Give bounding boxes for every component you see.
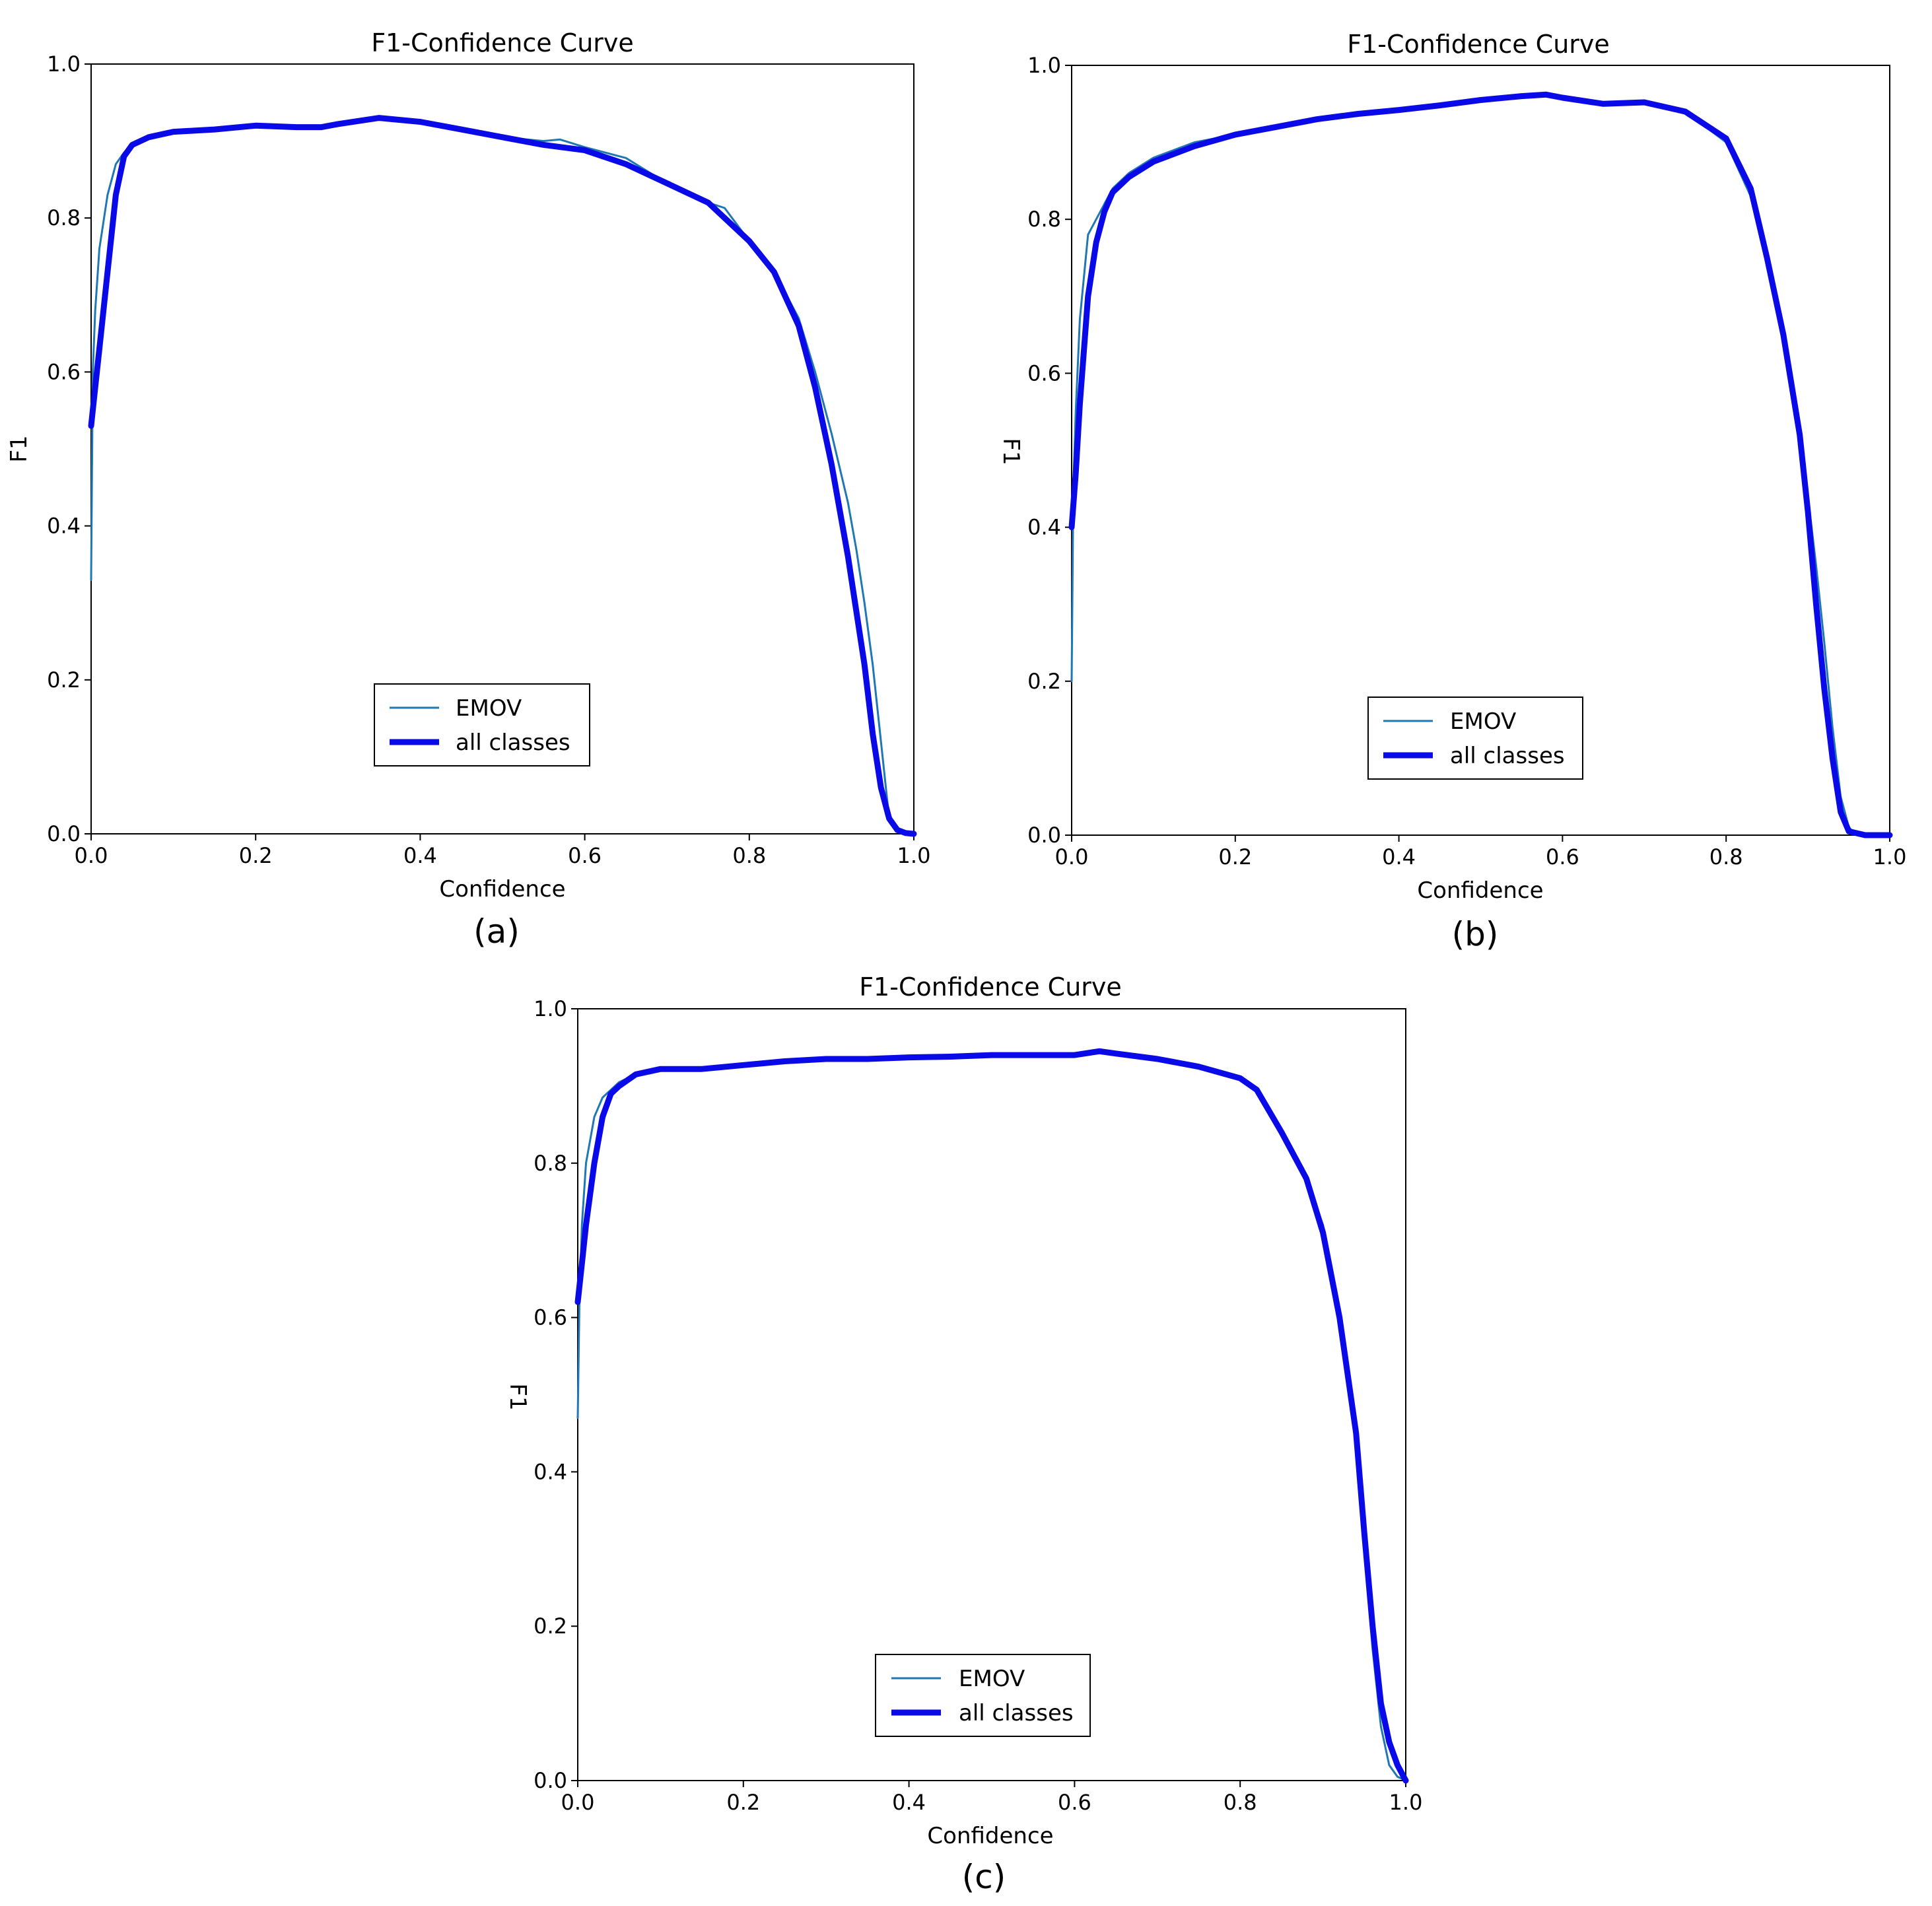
y-ticks-b: 0.0 0.2 0.4 0.6 0.8 1.0: [1027, 53, 1072, 848]
chart-title-b: F1-Confidence Curve: [1347, 30, 1610, 59]
x-tick-label-b: 0.4: [1382, 844, 1416, 869]
series-lines-b: [1068, 91, 1893, 838]
plot-frame-a: [90, 63, 914, 834]
y-tick-label-b: 0.8: [1027, 207, 1061, 232]
x-tick-label-a: 0.0: [75, 843, 108, 868]
chart-title-c: F1-Confidence Curve: [859, 972, 1122, 1002]
y-ticks-c: 0.0 0.2 0.4 0.6 0.8 1.0: [534, 996, 578, 1793]
y-axis-label-a: F1: [6, 435, 32, 462]
y-tick-label-c: 0.4: [534, 1459, 567, 1484]
y-tick-label-a: 0.6: [47, 359, 81, 384]
legend-label-all-classes-c: all classes: [959, 1700, 1074, 1726]
x-tick-label-c: 1.0: [1389, 1790, 1423, 1815]
legend-a: EMOV all classes: [374, 683, 590, 766]
y-tick-label-c: 0.0: [534, 1768, 567, 1793]
series-lines-c: [574, 1048, 1409, 1784]
y-tick-label-b: 1.0: [1027, 53, 1061, 78]
y-tick-label-a: 1.0: [47, 51, 81, 77]
legend-box-c: [875, 1654, 1091, 1737]
x-tick-label-c: 0.2: [726, 1790, 760, 1815]
legend-label-all-classes-b: all classes: [1450, 743, 1565, 769]
y-tick-label-b: 0.2: [1027, 669, 1061, 694]
y-tick-label-b: 0.6: [1027, 360, 1061, 386]
x-axis-label-c: Confidence: [927, 1823, 1053, 1849]
legend-b: EMOV all classes: [1367, 697, 1583, 780]
y-tick-label-a: 0.2: [47, 667, 81, 693]
y-tick-label-c: 0.8: [534, 1151, 567, 1176]
plot-frame-b: [1071, 65, 1890, 836]
legend-box-a: [374, 683, 590, 766]
legend-label-emov-c: EMOV: [959, 1666, 1025, 1692]
panel-label-c: (c): [962, 1858, 1006, 1896]
x-tick-label-c: 0.6: [1058, 1790, 1091, 1815]
x-axis-label-b: Confidence: [1417, 877, 1543, 904]
y-tick-label-c: 0.6: [534, 1305, 567, 1330]
x-tick-label-c: 0.8: [1224, 1790, 1257, 1815]
series-line-all-classes-c: [574, 1048, 1409, 1784]
panel-label-a: (a): [473, 912, 520, 951]
y-tick-label-a: 0.4: [47, 514, 81, 539]
x-ticks-c: 0.0 0.2 0.4 0.6 0.8 1.0: [561, 1781, 1423, 1815]
chart-panel-b: F1-Confidence Curve Confidence F1 0.0 0.2…: [998, 30, 1906, 953]
x-tick-label-b: 0.6: [1546, 844, 1579, 869]
y-tick-label-b: 0.0: [1027, 823, 1061, 848]
chart-panel-a: F1-Confidence Curve Confidence F1 0.0 0.2…: [6, 28, 930, 951]
chart-title-a: F1-Confidence Curve: [371, 28, 634, 57]
x-ticks-a: 0.0 0.2 0.4 0.6 0.8 1.0: [75, 834, 931, 868]
panel-label-b: (b): [1452, 915, 1499, 953]
x-tick-label-b: 0.0: [1055, 844, 1089, 869]
chart-panel-c: F1-Confidence Curve Confidence F1 0.0 0.2…: [504, 972, 1422, 1896]
x-tick-label-a: 0.6: [568, 843, 602, 868]
y-axis-label-c: F1: [504, 1383, 531, 1410]
x-tick-label-a: 0.4: [403, 843, 437, 868]
x-ticks-b: 0.0 0.2 0.4 0.6 0.8 1.0: [1055, 835, 1907, 869]
x-tick-label-c: 0.0: [561, 1790, 595, 1815]
x-tick-label-a: 1.0: [897, 843, 931, 868]
x-tick-label-a: 0.2: [239, 843, 273, 868]
y-tick-label-b: 0.4: [1027, 515, 1061, 540]
legend-box-b: [1367, 697, 1583, 780]
x-tick-label-b: 1.0: [1873, 844, 1907, 869]
x-tick-label-a: 0.8: [732, 843, 766, 868]
series-line-all-classes-a: [88, 115, 917, 837]
series-lines-a: [88, 115, 917, 837]
x-axis-label-a: Confidence: [439, 876, 565, 902]
series-line-all-classes-b: [1068, 91, 1893, 838]
x-tick-label-b: 0.8: [1709, 844, 1743, 869]
legend-label-all-classes-a: all classes: [456, 730, 570, 756]
y-tick-label-a: 0.8: [47, 205, 81, 230]
y-tick-label-a: 0.0: [47, 821, 81, 846]
legend-label-emov-a: EMOV: [456, 695, 522, 722]
y-ticks-a: 0.0 0.2 0.4 0.6 0.8 1.0: [47, 51, 91, 846]
y-tick-label-c: 0.2: [534, 1614, 567, 1639]
legend-label-emov-b: EMOV: [1450, 708, 1516, 735]
x-tick-label-b: 0.2: [1218, 844, 1252, 869]
legend-c: EMOV all classes: [875, 1654, 1091, 1737]
y-axis-label-b: F1: [998, 438, 1024, 465]
y-tick-label-c: 1.0: [534, 996, 567, 1021]
x-tick-label-c: 0.4: [892, 1790, 926, 1815]
